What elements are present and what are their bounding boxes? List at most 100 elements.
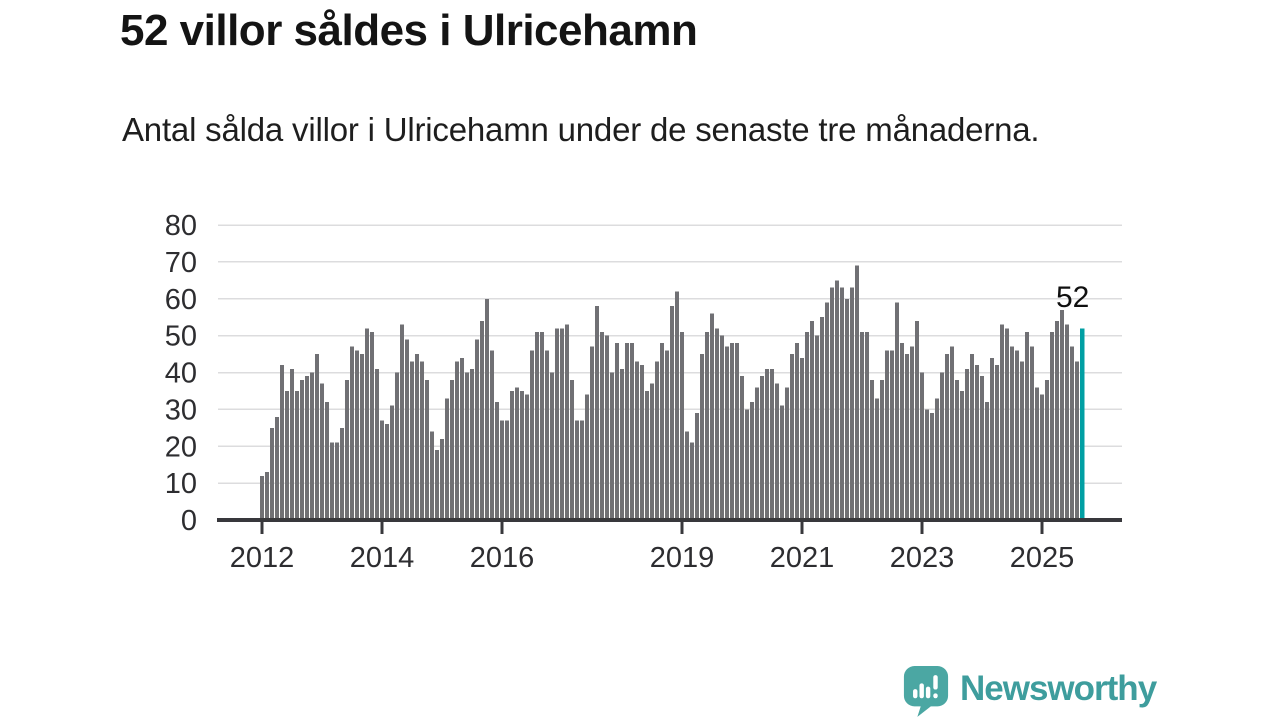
bar (280, 365, 284, 520)
highlight-bar (1080, 328, 1085, 520)
bar (815, 335, 819, 520)
bar (275, 416, 279, 520)
logo-exclamation-stroke (933, 675, 938, 690)
bar (400, 324, 404, 520)
bar (615, 343, 619, 520)
bar (795, 343, 799, 520)
bar (530, 350, 534, 520)
bar (385, 424, 389, 520)
bar (630, 343, 634, 520)
bar (860, 331, 864, 520)
bar (935, 398, 939, 520)
y-axis-labels: 0 10 20 30 40 50 60 70 80 (165, 210, 197, 537)
x-tick-label-2025: 2025 (1010, 542, 1075, 574)
y-tick-label-60: 60 (165, 284, 197, 316)
bar (835, 280, 839, 520)
bar (520, 390, 524, 520)
bar (955, 379, 959, 520)
bar (565, 324, 569, 520)
bar (1010, 346, 1014, 520)
bar (525, 394, 529, 520)
bar (750, 402, 754, 520)
bar (325, 402, 329, 520)
bar (470, 368, 474, 520)
x-tick-label-2021: 2021 (770, 542, 835, 574)
bar (350, 346, 354, 520)
y-tick-label-30: 30 (165, 394, 197, 426)
bar (980, 376, 984, 520)
bar (735, 343, 739, 520)
bar (605, 335, 609, 520)
bar (685, 431, 689, 520)
bar (570, 379, 574, 520)
bar (270, 427, 274, 520)
bar (960, 390, 964, 520)
latest-value-label: 52 (1056, 281, 1090, 314)
bar (1070, 346, 1074, 520)
y-tick-label-20: 20 (165, 431, 197, 463)
bar (1045, 379, 1049, 520)
bar (710, 313, 714, 520)
page-title: 52 villor såldes i Ulricehamn (120, 6, 698, 55)
newsworthy-logo: Newsworthy (902, 664, 1157, 718)
bar (590, 346, 594, 520)
newsworthy-logo-text: Newsworthy (960, 669, 1157, 708)
bar (720, 335, 724, 520)
bar (340, 427, 344, 520)
bar (1005, 328, 1009, 520)
bar (585, 394, 589, 520)
bar (855, 265, 859, 520)
bar (475, 339, 479, 520)
bar (440, 438, 444, 520)
bar (455, 361, 459, 520)
bar (1040, 394, 1044, 520)
bar (430, 431, 434, 520)
bar (420, 361, 424, 520)
bar (1050, 331, 1054, 520)
bar (505, 420, 509, 520)
bar (290, 368, 294, 520)
bar (1000, 324, 1004, 520)
bar (610, 372, 614, 520)
y-tick-label-80: 80 (165, 210, 197, 242)
bar (800, 357, 804, 520)
bar (675, 291, 679, 520)
bar (545, 350, 549, 520)
bar (895, 302, 899, 520)
bar (810, 320, 814, 520)
bar (510, 390, 514, 520)
bar (295, 390, 299, 520)
bar (665, 350, 669, 520)
bar (1060, 309, 1064, 520)
bar (320, 383, 324, 520)
bar (770, 368, 774, 520)
bar (305, 376, 309, 520)
bar (640, 365, 644, 520)
bar (500, 420, 504, 520)
bar (285, 390, 289, 520)
bar (460, 357, 464, 520)
bar (300, 379, 304, 520)
bar (1015, 350, 1019, 520)
bar (485, 298, 489, 520)
bars (260, 265, 1085, 520)
bar (830, 287, 834, 520)
bar (740, 376, 744, 520)
bar (715, 328, 719, 520)
bar (310, 372, 314, 520)
bar (790, 354, 794, 520)
x-tick-label-2019: 2019 (650, 542, 715, 574)
bar (365, 328, 369, 520)
bar (780, 405, 784, 520)
bar (550, 372, 554, 520)
bar (725, 346, 729, 520)
bar (380, 420, 384, 520)
bar (620, 368, 624, 520)
bar (1075, 361, 1079, 520)
bar (820, 317, 824, 520)
bar (680, 331, 684, 520)
bar (355, 350, 359, 520)
bar (660, 343, 664, 520)
bar (450, 379, 454, 520)
bar (560, 328, 564, 520)
